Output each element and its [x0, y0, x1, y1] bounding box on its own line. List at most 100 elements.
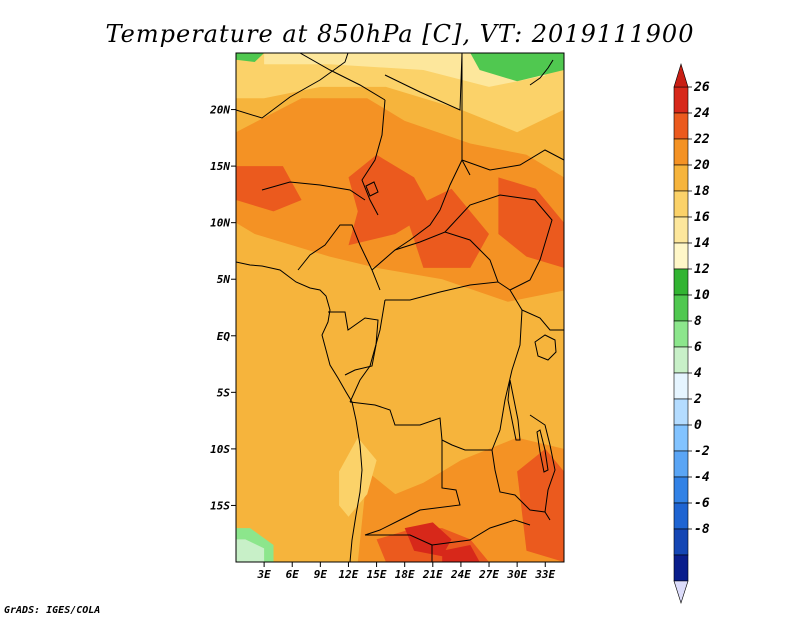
- colorbar-label: 22: [693, 132, 710, 147]
- border-tanzania: [521, 309, 564, 331]
- border-algeria-niger: [299, 53, 386, 101]
- colorbar-segment: [673, 86, 689, 114]
- colorbar-label: 16: [694, 210, 710, 225]
- colorbar-segment: [673, 138, 689, 166]
- lat-tick-label: 5S: [217, 386, 231, 399]
- colorbar-label: -2: [694, 444, 710, 459]
- field-region-zambia-core: [404, 522, 452, 557]
- lon-tick-label: 27E: [478, 568, 499, 581]
- lat-tick-label: 10S: [210, 443, 230, 456]
- colorbar-label: 10: [694, 288, 710, 303]
- lake-tanganyika: [507, 379, 521, 441]
- lat-tick-label: 15N: [210, 160, 230, 173]
- colorbar-lower-tip: [673, 580, 689, 604]
- lon-tick-label: 21E: [422, 568, 443, 581]
- field-region-ne-green: [470, 53, 564, 82]
- country-borders: [236, 53, 564, 562]
- colorbar-segment: [673, 268, 689, 296]
- border-sudan-ethiopia: [461, 149, 564, 171]
- lake-chad: [365, 181, 379, 197]
- colorbar-label: 12: [694, 262, 710, 277]
- colorbar-label: 18: [694, 184, 710, 199]
- lon-tick-label: 3E: [256, 568, 271, 581]
- border-egypt-sudan: [461, 53, 471, 176]
- colorbar-upper-tip: [673, 62, 689, 88]
- lon-tick-label: 6E: [286, 568, 300, 581]
- lake-victoria: [534, 334, 557, 361]
- colorbar-label: -8: [694, 522, 710, 537]
- map-title: Temperature at 850hPa [C], VT: 201911190…: [106, 20, 695, 48]
- field-region-zambia-core-2: [442, 545, 480, 562]
- lon-tick-label: 9E: [314, 568, 328, 581]
- field-region-east-sudan-hot: [498, 177, 564, 268]
- colorbar-segment: [673, 164, 689, 192]
- border-mozambique: [529, 414, 556, 513]
- border-nigeria-cameroon: [297, 224, 381, 291]
- lat-tick-label: EQ: [217, 330, 231, 343]
- colorbar-segment: [673, 528, 689, 556]
- lake-malawi: [536, 429, 549, 473]
- border-south-sudan: [444, 194, 553, 291]
- field-region-sw-lightgreen: [236, 539, 265, 562]
- colorbar-label: 20: [693, 158, 710, 173]
- red-sea-coast: [529, 59, 554, 86]
- colorbar-segment: [673, 450, 689, 478]
- colorbar-segment: [673, 502, 689, 530]
- field-region-west-hot: [236, 166, 302, 212]
- colorbar-segment: [673, 372, 689, 400]
- colorbar-segment: [673, 112, 689, 140]
- colorbar-segment: [673, 320, 689, 348]
- field-region-angola-warm: [339, 437, 377, 517]
- lon-tick-label: 18E: [395, 568, 415, 581]
- lon-tick-label: 24E: [450, 568, 471, 581]
- colorbar-segment: [673, 398, 689, 426]
- border-car: [371, 231, 499, 301]
- border-mauritania-mali: [236, 53, 349, 119]
- colorbar-label: 6: [694, 340, 702, 355]
- colorbar-segment: [673, 476, 689, 504]
- colorbar-label: -4: [694, 470, 710, 485]
- field-region-nw-green: [236, 53, 265, 62]
- colorbar-label: 24: [693, 106, 710, 121]
- border-angola-zambia: [364, 440, 461, 536]
- colorbar-label: -6: [694, 496, 710, 511]
- field-region-sudan-hot: [404, 188, 489, 268]
- border-angola-drc: [349, 401, 492, 451]
- credit-text: GrADS: IGES/COLA: [4, 605, 100, 616]
- border-niger-chad: [361, 99, 386, 216]
- colorbar-label: 0: [694, 418, 702, 433]
- lon-tick-label: 30E: [506, 568, 527, 581]
- colorbar-segment: [673, 424, 689, 452]
- border-congo-gabon: [328, 311, 379, 376]
- latitude-axis: 20N 15N 10N 5N EQ 5S 10S 15S: [209, 104, 236, 512]
- border-chad-sudan: [394, 159, 463, 251]
- border-drc-west: [349, 299, 386, 403]
- lat-tick-label: 5N: [217, 273, 231, 286]
- colorbar-segment: [673, 294, 689, 322]
- lat-tick-label: 10N: [210, 217, 230, 230]
- lat-tick-label: 20N: [209, 104, 230, 117]
- lon-tick-label: 15E: [367, 568, 387, 581]
- lon-tick-label: 33E: [534, 568, 555, 581]
- map-frame: [235, 52, 565, 563]
- colorbar-label: 2: [693, 392, 702, 407]
- temperature-field: [236, 53, 564, 562]
- colorbar-segment: [673, 190, 689, 218]
- border-namibia-botswana: [365, 534, 433, 562]
- border-libya-chad: [384, 53, 463, 111]
- colorbar-segment: [673, 216, 689, 244]
- map-panel: 3E 6E 9E 12E 15E 18E 21E 24E 27E 30E 33E 20N 15N 10N…: [209, 52, 565, 581]
- colorbar-segment: [673, 242, 689, 270]
- border-niger-nigeria: [261, 181, 366, 201]
- lon-tick-label: 12E: [339, 568, 359, 581]
- lat-tick-label: 15S: [210, 499, 230, 512]
- colorbar-label: 8: [694, 314, 702, 329]
- colorbar-label: 4: [694, 366, 702, 381]
- border-botswana: [431, 519, 531, 546]
- colorbar-label: 26: [693, 80, 710, 95]
- longitude-axis: 3E 6E 9E 12E 15E 18E 21E 24E 27E 30E 33E: [256, 562, 556, 581]
- colorbar-label: 14: [694, 236, 710, 251]
- coastline-west-africa: [236, 261, 363, 562]
